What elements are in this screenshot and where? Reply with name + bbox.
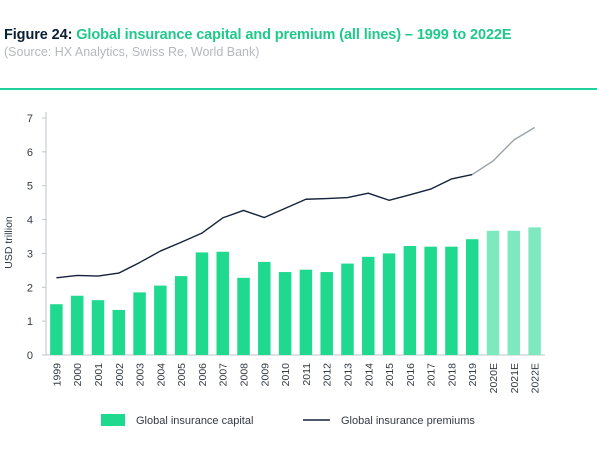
chart-title-text: Global insurance capital and premium (al… xyxy=(76,27,512,43)
bar-global-insurance-capital xyxy=(237,277,250,355)
legend-label-capital: Global insurance capital xyxy=(136,415,253,427)
x-tick-label: 2009 xyxy=(259,363,271,387)
bar-global-insurance-capital xyxy=(91,300,105,355)
x-tick-label: 1999 xyxy=(51,363,63,387)
x-tick-label: 2014 xyxy=(363,363,375,387)
x-tick-label: 2005 xyxy=(176,363,188,387)
figure-label: Figure 24: xyxy=(4,27,73,43)
bar-global-insurance-capital xyxy=(299,269,313,355)
bar-global-insurance-capital xyxy=(445,246,458,355)
x-tick-label: 2019 xyxy=(467,363,479,387)
legend-label-premiums: Global insurance premiums xyxy=(341,415,475,427)
bar-global-insurance-capital xyxy=(507,230,521,355)
x-tick-label: 2003 xyxy=(135,363,147,387)
line-global-insurance-premiums-estimate xyxy=(471,126,535,176)
bar-global-insurance-capital xyxy=(278,272,292,355)
bar-global-insurance-capital xyxy=(258,261,271,355)
x-tick-label: 2018 xyxy=(446,363,458,387)
x-tick-label: 2008 xyxy=(239,363,251,387)
bar-global-insurance-capital xyxy=(174,276,188,355)
y-tick-label: 2 xyxy=(27,282,33,294)
x-tick-label: 2002 xyxy=(114,363,126,387)
bar-global-insurance-capital xyxy=(133,292,146,355)
bar-global-insurance-capital xyxy=(465,239,479,355)
x-tick-label: 2016 xyxy=(405,363,417,387)
bar-global-insurance-capital xyxy=(216,251,229,355)
bar-global-insurance-capital xyxy=(403,245,417,355)
bar-global-insurance-capital xyxy=(486,230,500,355)
chart-subtitle: (Source: HX Analytics, Swiss Re, World B… xyxy=(4,45,260,59)
bar-global-insurance-capital xyxy=(362,256,375,355)
bar-global-insurance-capital xyxy=(528,227,541,355)
y-tick-label: 1 xyxy=(27,316,33,328)
x-tick-label: 2013 xyxy=(342,363,354,387)
x-tick-label: 2012 xyxy=(322,363,334,387)
x-tick-label: 2011 xyxy=(301,363,313,386)
bar-global-insurance-capital xyxy=(320,272,333,355)
bar-global-insurance-capital xyxy=(50,304,63,355)
header-divider xyxy=(0,88,597,90)
x-tick-label: 2017 xyxy=(426,363,438,387)
bar-global-insurance-capital xyxy=(154,285,167,355)
bar-global-insurance-capital xyxy=(195,252,209,355)
y-tick-label: 6 xyxy=(27,147,33,159)
x-tick-label: 2020E xyxy=(488,363,500,393)
x-tick-label: 2004 xyxy=(155,363,167,387)
y-tick-label: 5 xyxy=(27,181,33,193)
x-tick-label: 2010 xyxy=(280,363,292,387)
bar-global-insurance-capital xyxy=(424,246,437,355)
line-global-insurance-premiums xyxy=(56,173,473,279)
legend-swatch-capital xyxy=(101,414,125,426)
bar-global-insurance-capital xyxy=(382,253,396,355)
x-tick-label: 2001 xyxy=(93,363,105,387)
y-tick-label: 4 xyxy=(27,215,33,227)
x-tick-label: 2000 xyxy=(72,363,84,387)
x-tick-label: 2022E xyxy=(530,363,542,393)
x-tick-label: 2021E xyxy=(509,363,521,393)
x-tick-label: 2015 xyxy=(384,363,396,387)
y-axis-label: USD trillion xyxy=(3,216,15,269)
y-tick-label: 3 xyxy=(27,248,33,260)
y-tick-label: 7 xyxy=(27,113,33,125)
x-tick-label: 2007 xyxy=(218,363,230,387)
chart-title: Figure 24: Global insurance capital and … xyxy=(4,27,512,43)
bar-global-insurance-capital xyxy=(341,263,354,355)
x-tick-label: 2006 xyxy=(197,363,209,387)
bar-global-insurance-capital xyxy=(70,295,84,355)
y-tick-label: 0 xyxy=(27,350,33,362)
bar-global-insurance-capital xyxy=(112,309,126,355)
